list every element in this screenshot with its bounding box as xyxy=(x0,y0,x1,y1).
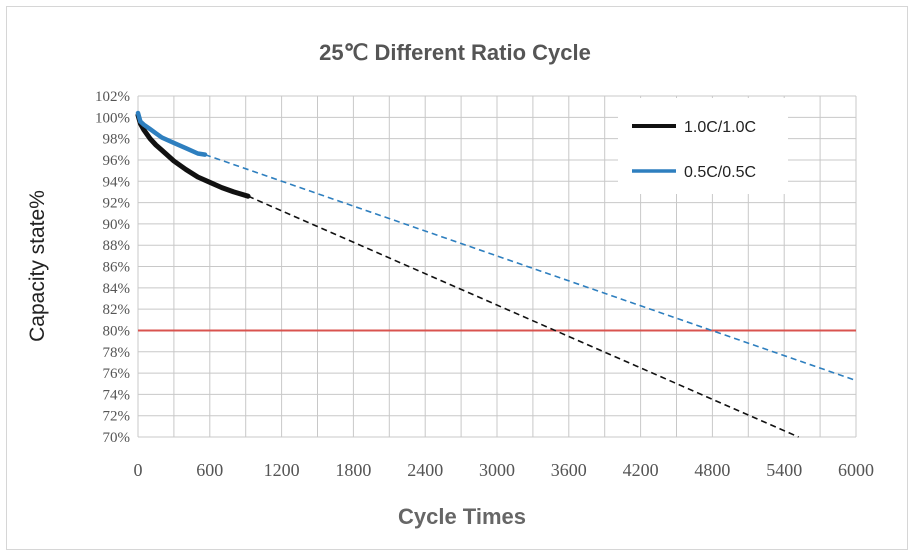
y-tick-label: 86% xyxy=(103,260,131,276)
series-2-measured-line xyxy=(135,110,208,157)
y-tick-labels: 70% 72% 74% 76% 78% 80% 82% 84% 86% 88% 90% 92% 94% 9… xyxy=(95,89,130,446)
legend: 1.0C/1.0C 0.5C/0.5C xyxy=(632,119,756,181)
legend-label-2: 0.5C/0.5C xyxy=(684,164,756,181)
x-tick-label: 6000 xyxy=(838,460,874,480)
y-tick-label: 96% xyxy=(103,153,131,169)
x-tick-label: 600 xyxy=(196,460,223,480)
series-2-extrapolated-line xyxy=(204,153,857,382)
x-tick-label: 3600 xyxy=(551,460,587,480)
chart-frame xyxy=(6,6,908,550)
x-tick-label: 2400 xyxy=(407,460,443,480)
x-tick-label: 4800 xyxy=(694,460,730,480)
series-layer xyxy=(135,110,857,438)
x-tick-label: 4200 xyxy=(623,460,659,480)
y-tick-label: 100% xyxy=(95,110,130,126)
y-tick-label: 76% xyxy=(103,366,131,382)
x-tick-label: 5400 xyxy=(766,460,802,480)
y-tick-label: 92% xyxy=(103,196,131,212)
x-tick-label: 1200 xyxy=(264,460,300,480)
y-tick-label: 84% xyxy=(103,281,131,297)
y-tick-label: 90% xyxy=(103,217,131,233)
y-tick-label: 78% xyxy=(103,345,131,361)
y-tick-label: 74% xyxy=(103,387,131,403)
y-tick-label: 88% xyxy=(103,238,131,254)
series-1-measured-line xyxy=(135,112,251,199)
y-tick-label: 102% xyxy=(95,89,130,105)
y-tick-label: 80% xyxy=(103,323,131,339)
legend-background xyxy=(618,98,788,194)
y-tick-label: 82% xyxy=(103,302,131,318)
x-axis-title: Cycle Times xyxy=(398,504,526,529)
y-tick-label: 98% xyxy=(103,132,131,148)
series-1-extrapolated-line xyxy=(247,195,799,438)
y-axis-title: Capacity state% xyxy=(26,190,49,342)
x-tick-labels: 0 600 1200 1800 2400 3000 3600 4200 4800 5400 6000 xyxy=(134,460,875,480)
x-tick-label: 0 xyxy=(134,460,143,480)
x-tick-label: 3000 xyxy=(479,460,515,480)
y-tick-label: 70% xyxy=(103,430,131,446)
y-tick-label: 94% xyxy=(103,174,131,190)
legend-label-1: 1.0C/1.0C xyxy=(684,119,756,136)
chart-title: 25℃ Different Ratio Cycle xyxy=(319,40,591,65)
x-tick-label: 1800 xyxy=(335,460,371,480)
y-tick-label: 72% xyxy=(103,409,131,425)
